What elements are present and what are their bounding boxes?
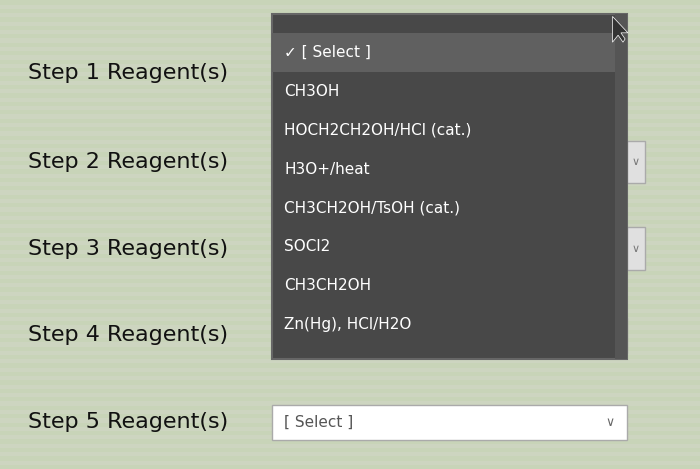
- Text: ∨: ∨: [632, 157, 640, 167]
- FancyBboxPatch shape: [0, 254, 700, 258]
- FancyBboxPatch shape: [0, 279, 700, 283]
- FancyBboxPatch shape: [0, 237, 700, 241]
- FancyBboxPatch shape: [0, 9, 700, 13]
- FancyBboxPatch shape: [0, 203, 700, 207]
- FancyBboxPatch shape: [627, 227, 645, 270]
- FancyBboxPatch shape: [0, 43, 700, 47]
- FancyBboxPatch shape: [0, 161, 700, 165]
- FancyBboxPatch shape: [0, 321, 700, 325]
- Text: SOCl2: SOCl2: [284, 240, 330, 254]
- FancyBboxPatch shape: [0, 169, 700, 174]
- FancyBboxPatch shape: [0, 380, 700, 385]
- FancyBboxPatch shape: [0, 355, 700, 359]
- FancyBboxPatch shape: [0, 431, 700, 435]
- FancyBboxPatch shape: [0, 17, 700, 22]
- Text: Step 2 Reagent(s): Step 2 Reagent(s): [28, 152, 228, 172]
- FancyBboxPatch shape: [0, 220, 700, 224]
- Polygon shape: [612, 16, 628, 42]
- Text: CH3OH: CH3OH: [284, 84, 340, 98]
- FancyBboxPatch shape: [272, 33, 627, 72]
- FancyBboxPatch shape: [0, 262, 700, 266]
- FancyBboxPatch shape: [0, 465, 700, 469]
- Text: ✓ [ Select ]: ✓ [ Select ]: [284, 45, 371, 60]
- FancyBboxPatch shape: [0, 423, 700, 427]
- FancyBboxPatch shape: [0, 245, 700, 250]
- FancyBboxPatch shape: [0, 152, 700, 157]
- FancyBboxPatch shape: [0, 296, 700, 300]
- FancyBboxPatch shape: [0, 338, 700, 342]
- FancyBboxPatch shape: [272, 404, 627, 440]
- FancyBboxPatch shape: [0, 347, 700, 351]
- FancyBboxPatch shape: [0, 119, 700, 123]
- FancyBboxPatch shape: [0, 76, 700, 81]
- FancyBboxPatch shape: [0, 93, 700, 98]
- Text: Step 4 Reagent(s): Step 4 Reagent(s): [28, 325, 228, 345]
- FancyBboxPatch shape: [615, 14, 627, 359]
- Text: Step 5 Reagent(s): Step 5 Reagent(s): [28, 412, 228, 432]
- FancyBboxPatch shape: [0, 195, 700, 199]
- Text: [ Select ]: [ Select ]: [284, 328, 354, 343]
- FancyBboxPatch shape: [0, 26, 700, 30]
- Text: [ Select ]: [ Select ]: [284, 415, 354, 430]
- FancyBboxPatch shape: [0, 110, 700, 114]
- FancyBboxPatch shape: [0, 406, 700, 410]
- FancyBboxPatch shape: [0, 304, 700, 309]
- Text: Zn(Hg), HCl/H2O: Zn(Hg), HCl/H2O: [284, 318, 412, 332]
- FancyBboxPatch shape: [0, 34, 700, 38]
- FancyBboxPatch shape: [0, 127, 700, 131]
- FancyBboxPatch shape: [0, 85, 700, 89]
- FancyBboxPatch shape: [0, 102, 700, 106]
- FancyBboxPatch shape: [0, 414, 700, 418]
- FancyBboxPatch shape: [0, 372, 700, 376]
- Text: Step 3 Reagent(s): Step 3 Reagent(s): [28, 239, 228, 258]
- FancyBboxPatch shape: [272, 14, 627, 359]
- FancyBboxPatch shape: [0, 144, 700, 148]
- FancyBboxPatch shape: [0, 271, 700, 275]
- FancyBboxPatch shape: [0, 0, 700, 5]
- FancyBboxPatch shape: [0, 212, 700, 216]
- FancyBboxPatch shape: [0, 397, 700, 401]
- FancyBboxPatch shape: [0, 389, 700, 393]
- FancyBboxPatch shape: [0, 60, 700, 64]
- Text: HOCH2CH2OH/HCl (cat.): HOCH2CH2OH/HCl (cat.): [284, 123, 472, 137]
- FancyBboxPatch shape: [0, 448, 700, 452]
- FancyBboxPatch shape: [627, 141, 645, 183]
- FancyBboxPatch shape: [0, 456, 700, 461]
- FancyBboxPatch shape: [0, 330, 700, 334]
- FancyBboxPatch shape: [0, 228, 700, 233]
- Text: H3O+/heat: H3O+/heat: [284, 162, 370, 176]
- FancyBboxPatch shape: [0, 439, 700, 444]
- FancyBboxPatch shape: [272, 318, 627, 353]
- FancyBboxPatch shape: [0, 68, 700, 72]
- FancyBboxPatch shape: [0, 186, 700, 190]
- FancyBboxPatch shape: [0, 313, 700, 317]
- FancyBboxPatch shape: [0, 287, 700, 292]
- FancyBboxPatch shape: [0, 136, 700, 140]
- Text: CH3CH2OH/TsOH (cat.): CH3CH2OH/TsOH (cat.): [284, 201, 460, 215]
- FancyBboxPatch shape: [0, 51, 700, 55]
- FancyBboxPatch shape: [0, 178, 700, 182]
- Text: CH3CH2OH: CH3CH2OH: [284, 279, 371, 293]
- FancyBboxPatch shape: [0, 363, 700, 368]
- Text: ∨: ∨: [605, 416, 615, 429]
- Text: ∨: ∨: [632, 243, 640, 254]
- Text: Step 1 Reagent(s): Step 1 Reagent(s): [28, 63, 228, 83]
